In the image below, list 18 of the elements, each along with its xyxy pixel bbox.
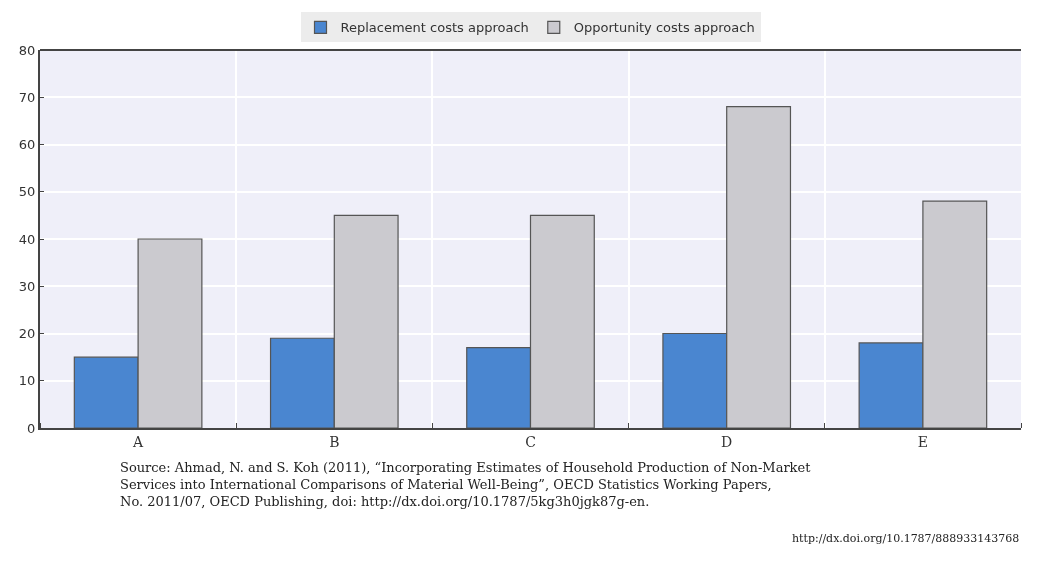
legend-label: Replacement costs approach [340,20,529,36]
x-tick-label: D [721,433,733,450]
y-tick-label: 30 [18,278,36,294]
x-tick-label: A [132,433,145,450]
x-tick-label: E [917,433,929,450]
y-tick-label: 50 [18,184,36,200]
y-tick-label: 70 [18,89,36,105]
y-tick-label: 40 [18,231,36,247]
y-tick-label: 80 [18,42,36,58]
y-tick-label: 10 [18,373,36,389]
y-tick-label: 0 [27,420,36,436]
source-note: Source: Ahmad, N. and S. Koh (2011), “Incorporating Estimates of Household Production of Non-Market Services into International Comparisons of Material Well-Being”, OECD Statistics Working Papers, No. 2011/07, OECD Publishing, doi: http://dx.doi.org/10.1787/5kg3h0jgk87g-en. [120,460,812,509]
text: http://dx.doi.org/10.1787/888933143768 [792,532,1020,545]
legend-label: Opportunity costs approach [573,20,755,36]
x-tick-label: B [329,433,340,450]
x-tick-label: C [525,433,536,450]
y-tick-label: 20 [18,326,36,342]
y-tick-label: 60 [18,137,36,153]
